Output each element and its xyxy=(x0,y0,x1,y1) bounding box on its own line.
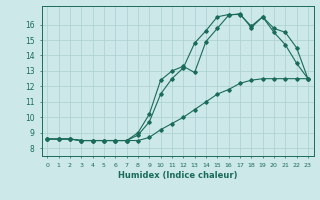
X-axis label: Humidex (Indice chaleur): Humidex (Indice chaleur) xyxy=(118,171,237,180)
